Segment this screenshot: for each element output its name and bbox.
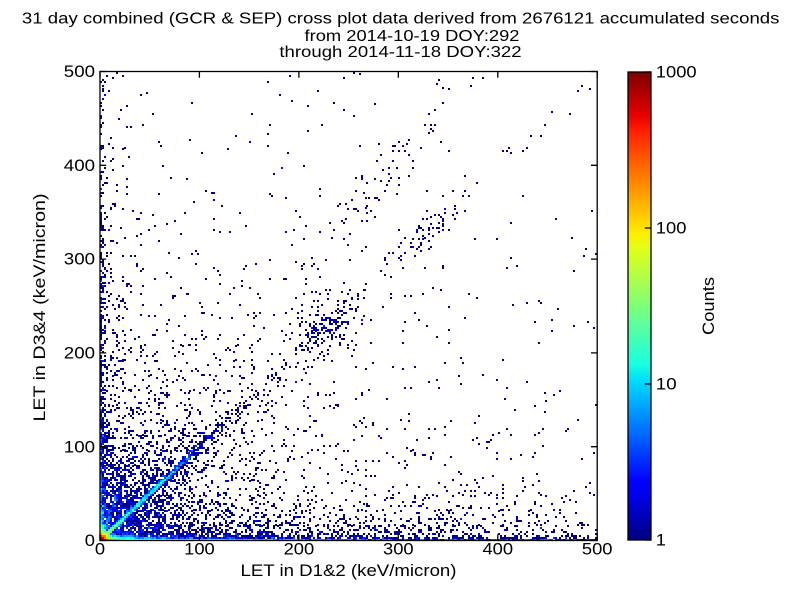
svg-text:100: 100 <box>64 437 95 456</box>
svg-text:500: 500 <box>64 62 95 81</box>
svg-text:LET in D1&2 (keV/micron): LET in D1&2 (keV/micron) <box>241 561 457 580</box>
svg-text:31 day combined (GCR & SEP) cr: 31 day combined (GCR & SEP) cross plot d… <box>22 10 780 27</box>
svg-text:100: 100 <box>184 540 215 559</box>
svg-text:100: 100 <box>656 219 687 238</box>
svg-text:LET in D3&4 (keV/micron): LET in D3&4 (keV/micron) <box>30 194 49 422</box>
svg-text:500: 500 <box>582 540 613 559</box>
svg-text:300: 300 <box>64 250 95 269</box>
svg-text:400: 400 <box>64 156 95 175</box>
svg-text:200: 200 <box>64 343 95 362</box>
svg-text:200: 200 <box>284 540 315 559</box>
svg-text:from 2014-10-19 DOY:292: from 2014-10-19 DOY:292 <box>305 28 520 45</box>
svg-text:Counts: Counts <box>699 277 718 335</box>
svg-text:through 2014-11-18 DOY:322: through 2014-11-18 DOY:322 <box>279 44 521 61</box>
svg-text:300: 300 <box>383 540 414 559</box>
svg-text:0: 0 <box>95 540 105 559</box>
svg-text:400: 400 <box>482 540 513 559</box>
svg-text:10: 10 <box>656 375 677 394</box>
svg-text:0: 0 <box>85 531 95 550</box>
svg-text:1000: 1000 <box>656 63 697 82</box>
svg-text:1: 1 <box>656 531 666 550</box>
